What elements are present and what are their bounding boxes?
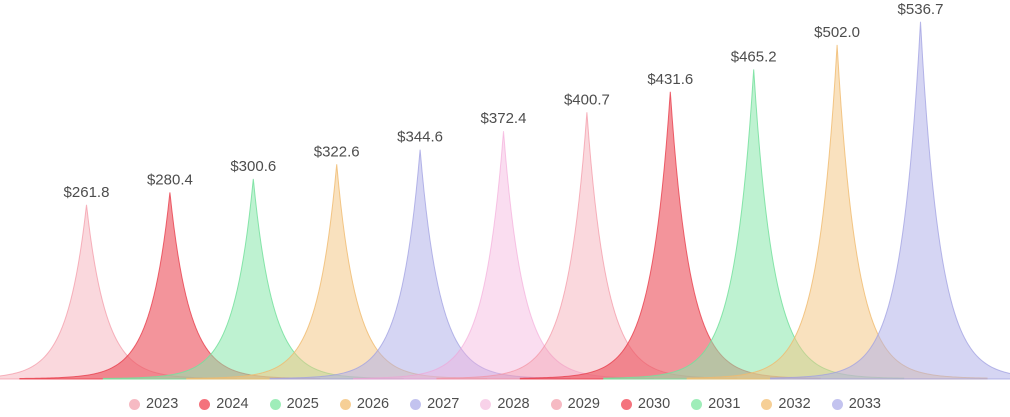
peak-label-2032: $502.0	[814, 24, 860, 41]
peak-label-2030: $431.6	[647, 71, 693, 88]
legend-item-2033[interactable]: 2033	[831, 395, 881, 412]
legend-dot-2033	[831, 398, 843, 410]
legend-dot-2023	[129, 398, 141, 410]
legend-label-2032: 2032	[778, 395, 811, 412]
series-area-2027	[269, 149, 571, 380]
legend-dot-2024	[199, 398, 211, 410]
series-area-2033	[770, 21, 1010, 380]
legend-dot-2027	[410, 398, 422, 410]
legend-label-2024: 2024	[216, 395, 249, 412]
legend-label-2023: 2023	[146, 395, 179, 412]
peak-label-2028: $372.4	[481, 110, 527, 127]
legend-label-2028: 2028	[497, 395, 530, 412]
legend-item-2032[interactable]: 2032	[761, 395, 811, 412]
peak-label-2026: $322.6	[314, 143, 360, 160]
legend-item-2023[interactable]: 2023	[129, 397, 178, 412]
legend-label-2030: 2030	[637, 395, 671, 412]
legend-dot-2032	[761, 398, 773, 410]
legend-dot-2030	[620, 398, 632, 410]
legend-dot-2028	[480, 398, 492, 410]
legend-label-2029: 2029	[567, 395, 600, 412]
legend-item-2030[interactable]: 2030	[620, 395, 671, 412]
legend-label-2026: 2026	[356, 395, 390, 412]
peak-label-2027: $344.6	[397, 129, 443, 146]
chart-legend: 2023 2024 2025 2026 2027 2028 2029 2030 2031 2032…	[0, 394, 1010, 414]
legend-item-2027[interactable]: 2027	[410, 397, 459, 412]
legend-dot-2026	[339, 398, 351, 410]
peak-label-2023: $261.8	[64, 184, 110, 201]
legend-item-2031[interactable]: 2031	[691, 397, 740, 412]
peak-label-2031: $465.2	[731, 48, 777, 65]
legend-dot-2029	[550, 398, 562, 410]
peak-label-2025: $300.6	[230, 158, 276, 175]
legend-dot-2025	[269, 398, 281, 410]
legend-label-2031: 2031	[708, 395, 741, 412]
legend-label-2027: 2027	[427, 395, 460, 412]
peak-label-2029: $400.7	[564, 91, 610, 108]
legend-item-2024[interactable]: 2024	[199, 395, 249, 412]
legend-label-2033: 2033	[848, 395, 881, 412]
legend-item-2025[interactable]: 2025	[269, 395, 319, 412]
legend-dot-2031	[691, 398, 703, 410]
peak-label-2033: $536.7	[898, 1, 944, 18]
legend-item-2029[interactable]: 2029	[550, 395, 600, 412]
legend-label-2025: 2025	[286, 395, 319, 412]
spike-chart: $261.8 $280.4 $300.6 $322.6 $344.6 $372.4 $400…	[0, 1, 1010, 380]
legend-item-2028[interactable]: 2028	[480, 395, 530, 412]
peak-label-2024: $280.4	[147, 171, 193, 188]
legend-item-2026[interactable]: 2026	[339, 395, 390, 412]
